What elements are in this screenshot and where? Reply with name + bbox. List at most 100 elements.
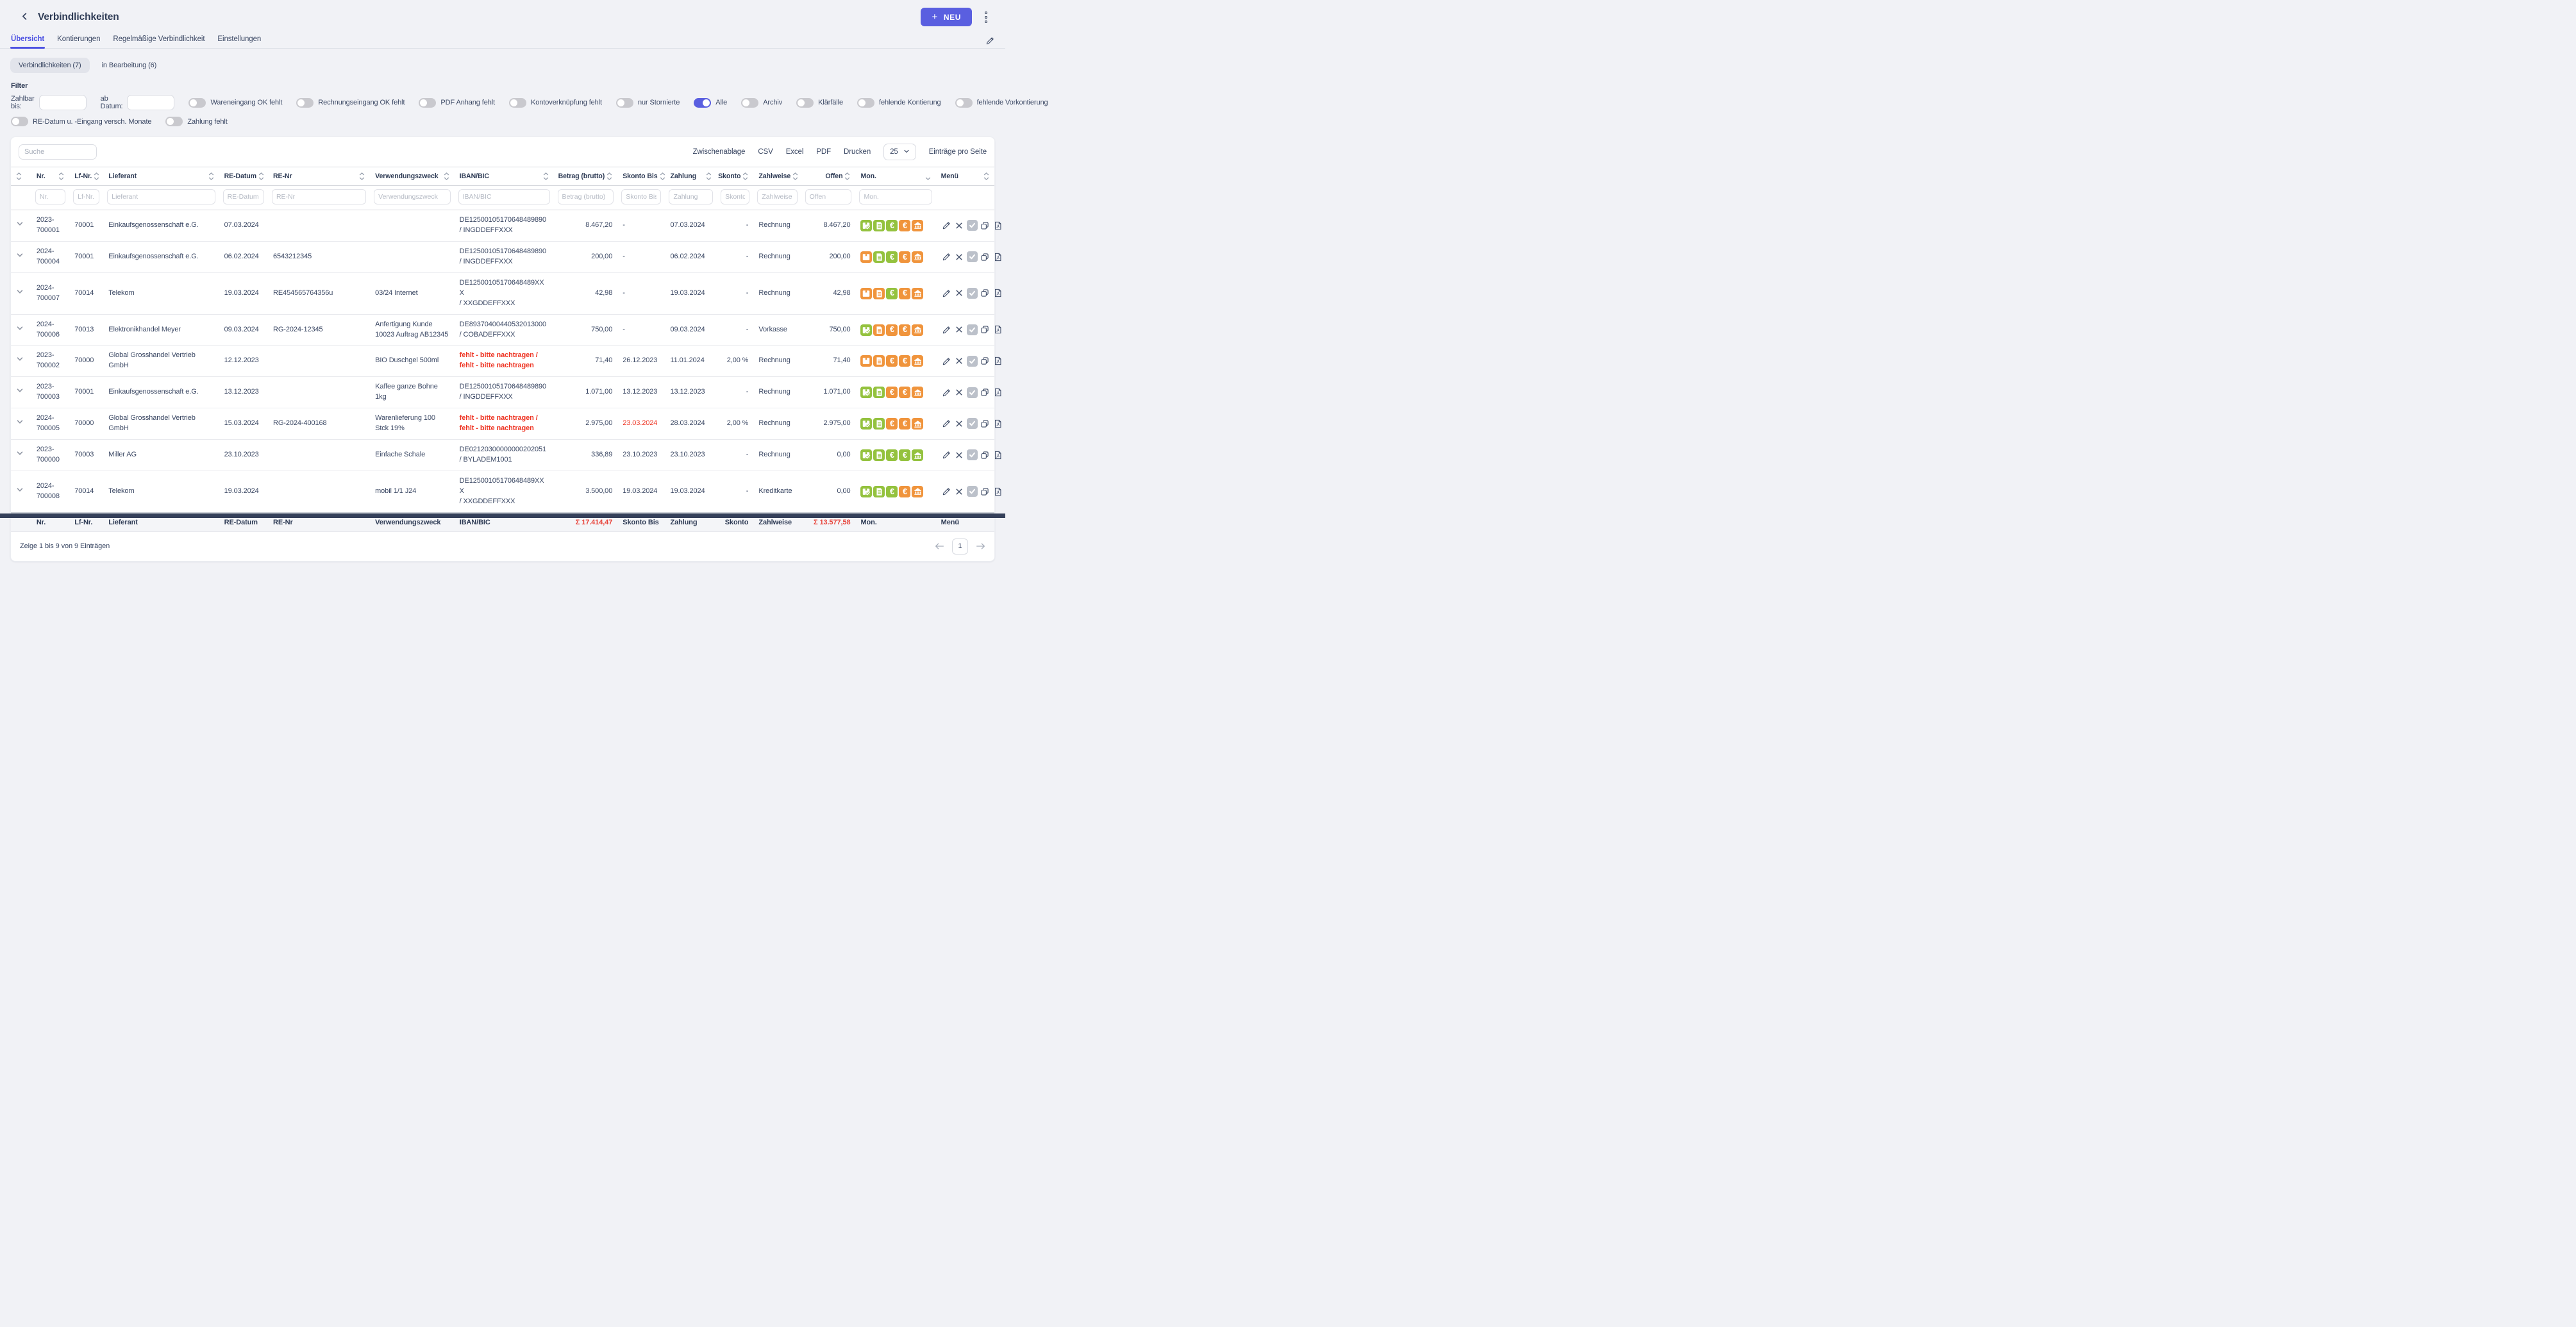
sort-icon-expander[interactable] — [16, 172, 22, 181]
edit-row-action-icon[interactable] — [941, 418, 952, 429]
column-filter-input-zweck[interactable] — [374, 189, 451, 204]
row-expand-chevron-icon[interactable] — [16, 324, 24, 332]
page-size-select[interactable]: 25 — [883, 144, 916, 160]
export-button-pdf[interactable]: PDF — [816, 148, 832, 156]
sort-icon-zweck[interactable] — [444, 172, 449, 181]
sort-icon-re_nr[interactable] — [359, 172, 365, 181]
filter-toggle-re-datum-u-eingang-versch-monate[interactable]: RE-Datum u. -Eingang versch. Monate — [11, 117, 152, 126]
filter-toggle-archiv[interactable]: Archiv — [741, 97, 782, 108]
copy-row-action-icon[interactable] — [980, 288, 991, 299]
edit-row-action-icon[interactable] — [941, 387, 952, 398]
sort-icon-mon[interactable] — [925, 172, 931, 181]
filter-toggle-wareneingang-ok-fehlt[interactable]: Wareneingang OK fehlt — [188, 97, 282, 108]
row-expand-chevron-icon[interactable] — [16, 449, 24, 457]
date-input-zahlbar-bis[interactable] — [38, 95, 87, 110]
pdf-row-action-icon[interactable] — [992, 220, 1003, 231]
approve-row-action-icon[interactable] — [966, 220, 978, 231]
copy-row-action-icon[interactable] — [980, 251, 991, 262]
row-expand-chevron-icon[interactable] — [16, 251, 24, 259]
filter-toggle-fehlende-kontierung[interactable]: fehlende Kontierung — [857, 97, 941, 108]
copy-row-action-icon[interactable] — [980, 387, 991, 398]
sort-icon-skonto[interactable] — [742, 172, 748, 181]
export-button-csv[interactable]: CSV — [758, 148, 773, 156]
row-expand-chevron-icon[interactable] — [16, 418, 24, 426]
filter-toggle-pdf-anhang-fehlt[interactable]: PDF Anhang fehlt — [419, 97, 495, 108]
row-expand-chevron-icon[interactable] — [16, 387, 24, 394]
cancel-row-action-icon[interactable] — [954, 220, 965, 231]
column-filter-input-iban[interactable] — [458, 189, 550, 204]
filter-toggle-fehlende-vorkontierung[interactable]: fehlende Vorkontierung — [955, 97, 1048, 108]
edit-pencil-icon[interactable] — [985, 36, 995, 48]
tab-einstellungen[interactable]: Einstellungen — [217, 35, 262, 43]
view-pill-in-bearbeitung-6[interactable]: in Bearbeitung (6) — [101, 62, 157, 69]
column-filter-input-nr[interactable] — [35, 189, 66, 204]
copy-row-action-icon[interactable] — [980, 418, 991, 429]
toggle-switch[interactable] — [615, 97, 633, 108]
edit-row-action-icon[interactable] — [941, 324, 952, 335]
filter-toggle-klärfälle[interactable]: Klärfälle — [796, 97, 843, 108]
edit-row-action-icon[interactable] — [941, 356, 952, 367]
cancel-row-action-icon[interactable] — [954, 486, 965, 497]
approve-row-action-icon[interactable] — [966, 449, 978, 461]
approve-row-action-icon[interactable] — [966, 251, 978, 263]
next-page-arrow-icon[interactable] — [976, 542, 985, 550]
column-filter-input-zahlung[interactable] — [669, 189, 714, 204]
sort-icon-re_datum[interactable] — [258, 172, 264, 181]
column-filter-input-offen[interactable] — [805, 189, 852, 204]
toggle-switch[interactable] — [955, 97, 973, 108]
sort-icon-lieferant[interactable] — [208, 172, 214, 181]
sort-icon-lf[interactable] — [94, 172, 99, 181]
edit-row-action-icon[interactable] — [941, 220, 952, 231]
export-button-drucken[interactable]: Drucken — [844, 148, 871, 156]
sort-icon-zahlung[interactable] — [706, 172, 712, 181]
column-filter-input-skonto_bis[interactable] — [621, 189, 662, 204]
column-filter-input-lieferant[interactable] — [107, 189, 215, 204]
approve-row-action-icon[interactable] — [966, 486, 978, 497]
row-expand-chevron-icon[interactable] — [16, 220, 24, 228]
cancel-row-action-icon[interactable] — [954, 251, 965, 262]
kebab-menu-icon[interactable] — [982, 10, 990, 24]
filter-toggle-kontoverknüpfung-fehlt[interactable]: Kontoverknüpfung fehlt — [509, 97, 602, 108]
edit-row-action-icon[interactable] — [941, 486, 952, 497]
toggle-switch[interactable] — [796, 97, 814, 108]
column-filter-input-betrag[interactable] — [557, 189, 614, 204]
copy-row-action-icon[interactable] — [980, 486, 991, 497]
approve-row-action-icon[interactable] — [966, 418, 978, 430]
cancel-row-action-icon[interactable] — [954, 387, 965, 398]
toggle-switch[interactable] — [188, 97, 206, 108]
cancel-row-action-icon[interactable] — [954, 324, 965, 335]
filter-toggle-rechnungseingang-ok-fehlt[interactable]: Rechnungseingang OK fehlt — [296, 97, 405, 108]
edit-row-action-icon[interactable] — [941, 449, 952, 460]
cancel-row-action-icon[interactable] — [954, 356, 965, 367]
column-filter-input-skonto[interactable] — [721, 189, 750, 204]
tab-regelmäßige-verbindlichkeit[interactable]: Regelmäßige Verbindlichkeit — [113, 35, 205, 43]
pdf-row-action-icon[interactable] — [992, 356, 1003, 367]
toggle-switch[interactable] — [694, 97, 712, 108]
filter-toggle-zahlung-fehlt[interactable]: Zahlung fehlt — [165, 117, 228, 126]
row-expand-chevron-icon[interactable] — [16, 486, 24, 494]
search-input[interactable] — [19, 144, 97, 160]
export-button-zwischenablage[interactable]: Zwischenablage — [692, 148, 746, 156]
filter-toggle-alle[interactable]: Alle — [694, 97, 727, 108]
edit-row-action-icon[interactable] — [941, 288, 952, 299]
current-page-button[interactable]: 1 — [952, 538, 968, 555]
row-expand-chevron-icon[interactable] — [16, 288, 24, 296]
filter-toggle-nur-stornierte[interactable]: nur Stornierte — [615, 97, 680, 108]
pdf-row-action-icon[interactable] — [992, 449, 1003, 460]
date-input-ab-datum[interactable] — [127, 95, 175, 110]
pdf-row-action-icon[interactable] — [992, 288, 1003, 299]
column-filter-input-mon[interactable] — [859, 189, 932, 204]
sort-icon-menu[interactable] — [983, 172, 989, 181]
copy-row-action-icon[interactable] — [980, 324, 991, 335]
cancel-row-action-icon[interactable] — [954, 288, 965, 299]
sort-icon-nr[interactable] — [58, 172, 64, 181]
column-filter-input-re_datum[interactable] — [222, 189, 264, 204]
previous-page-arrow-icon[interactable] — [935, 542, 944, 550]
sort-icon-zahlweise[interactable] — [792, 172, 798, 181]
toggle-switch[interactable] — [419, 97, 437, 108]
pdf-row-action-icon[interactable] — [992, 324, 1003, 335]
toggle-switch[interactable] — [296, 97, 314, 108]
sort-icon-skonto_bis[interactable] — [660, 172, 665, 181]
view-pill-verbindlichkeiten-7[interactable]: Verbindlichkeiten (7) — [10, 58, 90, 73]
tab-kontierungen[interactable]: Kontierungen — [57, 35, 101, 43]
